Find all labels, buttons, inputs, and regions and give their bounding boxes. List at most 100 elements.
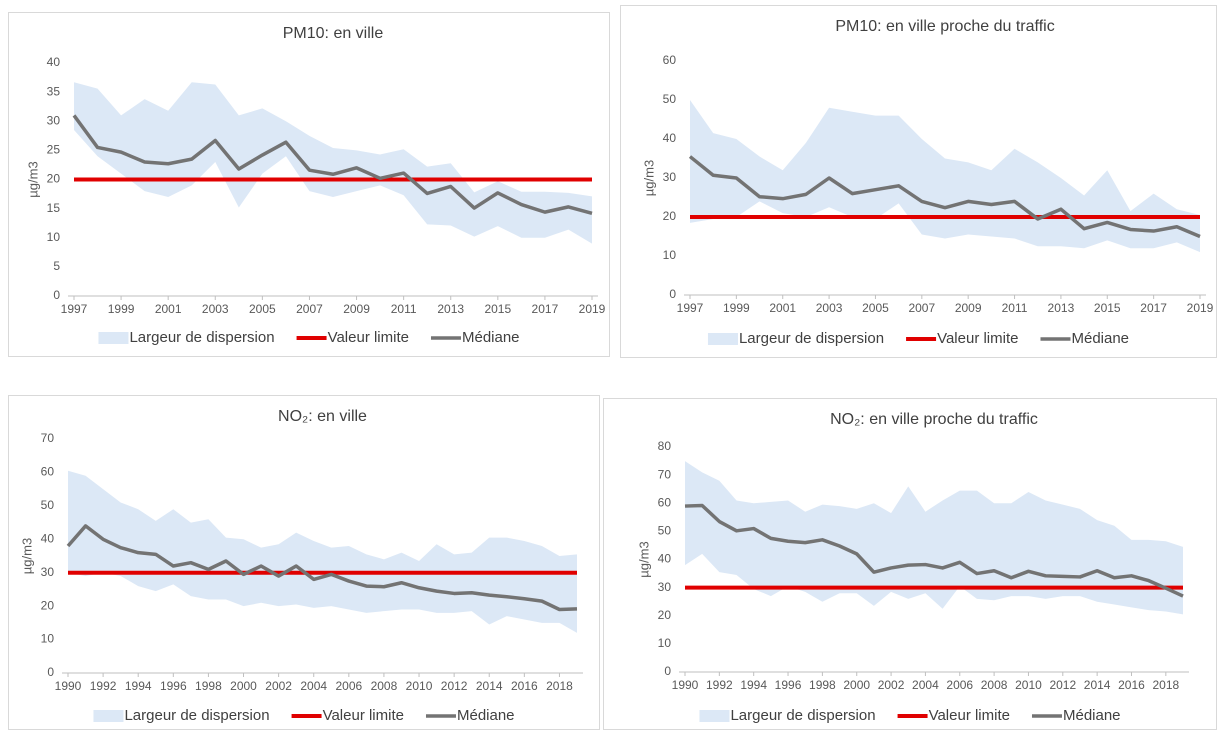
x-tick-label: 2001	[769, 301, 796, 315]
x-tick-label: 1997	[677, 301, 704, 315]
median-line	[66, 524, 578, 612]
x-tick-label: 1992	[90, 679, 117, 693]
x-tick-label: 2000	[843, 678, 870, 692]
x-tick-label: 2005	[249, 302, 276, 316]
y-tick-label: 10	[663, 248, 677, 262]
x-tick-label: 2010	[1015, 678, 1042, 692]
y-tick-label: 50	[663, 92, 677, 106]
median-line	[688, 155, 1201, 239]
y-tick-label: 20	[663, 209, 677, 223]
legend: Largeur de dispersion Valeur limite Médian…	[699, 707, 1121, 724]
y-tick-label: 40	[47, 55, 61, 69]
x-tick-label: 2012	[441, 679, 468, 693]
y-tick-label: 30	[658, 580, 672, 594]
legend-swatch	[707, 333, 738, 345]
x-tick-label: 1998	[809, 678, 836, 692]
x-tick-label: 1996	[775, 678, 802, 692]
y-tick-label: 70	[41, 431, 55, 445]
legend-label: Médiane	[1071, 330, 1129, 347]
x-tick-label: 2001	[155, 302, 182, 316]
chart-title: NO₂: en ville	[278, 408, 367, 425]
legend-label: Valeur limite	[328, 329, 409, 346]
x-tick-label: 2011	[391, 302, 417, 316]
chart-title: NO₂: en ville proche du traffic	[830, 411, 1038, 428]
legend-swatch	[699, 710, 730, 722]
x-tick-label: 2009	[343, 302, 370, 316]
legend-label: Valeur limite	[937, 330, 1018, 347]
y-tick-label: 10	[658, 636, 672, 650]
x-tick-label: 2004	[912, 678, 939, 692]
legend: Largeur de dispersion Valeur limite Médian…	[98, 329, 520, 346]
x-tick-label: 1998	[195, 679, 222, 693]
y-tick-label: 20	[658, 608, 672, 622]
x-tick-label: 2014	[1084, 678, 1111, 692]
y-tick-label: 70	[658, 467, 672, 481]
x-tick-label: 2013	[437, 302, 464, 316]
chart-panel: PM10: en ville 0 5 10 15 20 25 30 35 40 1997 1999 20…	[8, 12, 610, 357]
y-tick-label: 80	[658, 439, 672, 453]
x-tick-label: 2009	[955, 301, 982, 315]
x-tick-label: 1990	[672, 678, 699, 692]
y-tick-label: 60	[41, 465, 55, 479]
legend-label: Médiane	[457, 707, 515, 724]
chart-panel: NO₂: en ville 0 10 20 30 40 50 60 70 1990 1992 1994…	[8, 395, 600, 730]
x-tick-label: 2018	[1152, 678, 1179, 692]
y-tick-label: 30	[47, 113, 61, 127]
y-tick-label: 15	[47, 201, 61, 215]
x-tick-label: 2019	[579, 302, 606, 316]
y-axis-title: µg/m3	[636, 541, 651, 577]
x-tick-label: 2011	[1002, 301, 1028, 315]
chart-title: PM10: en ville	[283, 25, 384, 42]
x-tick-label: 2008	[981, 678, 1008, 692]
legend: Largeur de dispersion Valeur limite Médian…	[707, 330, 1129, 347]
x-tick-label: 2002	[878, 678, 905, 692]
median-line	[72, 114, 593, 215]
x-tick-label: 2012	[1049, 678, 1076, 692]
y-tick-label: 50	[658, 524, 672, 538]
x-tick-label: 2000	[230, 679, 257, 693]
legend-label: Largeur de dispersion	[129, 329, 274, 346]
x-tick-label: 1999	[108, 302, 135, 316]
dispersion-band	[690, 100, 1200, 253]
x-tick-label: 2002	[265, 679, 292, 693]
legend: Largeur de dispersion Valeur limite Médian…	[93, 707, 515, 724]
legend-label: Largeur de dispersion	[739, 330, 884, 347]
y-tick-label: 25	[47, 143, 61, 157]
y-tick-label: 10	[41, 632, 55, 646]
y-tick-label: 10	[47, 230, 61, 244]
x-tick-label: 1994	[125, 679, 152, 693]
y-tick-label: 40	[41, 531, 55, 545]
y-axis-title: µg/m3	[25, 161, 40, 197]
chart-panel: NO₂: en ville proche du traffic 0 10 20 30 40…	[603, 398, 1217, 730]
legend-label: Valeur limite	[323, 707, 404, 724]
x-tick-label: 2017	[1140, 301, 1167, 315]
x-tick-label: 2006	[946, 678, 973, 692]
x-tick-label: 1994	[740, 678, 767, 692]
legend-label: Médiane	[462, 329, 520, 346]
y-tick-label: 20	[41, 598, 55, 612]
legend-label: Largeur de dispersion	[124, 707, 269, 724]
x-tick-label: 2016	[1118, 678, 1145, 692]
y-tick-label: 40	[663, 131, 677, 145]
y-tick-label: 50	[41, 498, 55, 512]
x-tick-label: 1992	[706, 678, 733, 692]
x-tick-label: 2006	[335, 679, 362, 693]
legend-label: Valeur limite	[929, 707, 1010, 724]
x-tick-label: 2018	[546, 679, 573, 693]
x-tick-label: 2013	[1048, 301, 1075, 315]
legend-swatch	[98, 332, 129, 344]
y-tick-label: 0	[47, 665, 54, 679]
y-tick-label: 0	[664, 664, 671, 678]
x-tick-label: 2007	[908, 301, 935, 315]
chart-panel: PM10: en ville proche du traffic 0 10 20 30 4…	[620, 5, 1217, 358]
y-tick-label: 5	[53, 259, 60, 273]
y-axis-title: µg/m3	[641, 160, 656, 196]
x-tick-label: 2019	[1187, 301, 1214, 315]
x-tick-label: 2007	[296, 302, 323, 316]
x-tick-label: 2015	[1094, 301, 1121, 315]
chart-title: PM10: en ville proche du traffic	[835, 18, 1054, 35]
y-tick-label: 60	[658, 495, 672, 509]
x-tick-label: 1990	[55, 679, 82, 693]
y-tick-label: 60	[663, 53, 677, 67]
y-tick-label: 30	[41, 565, 55, 579]
